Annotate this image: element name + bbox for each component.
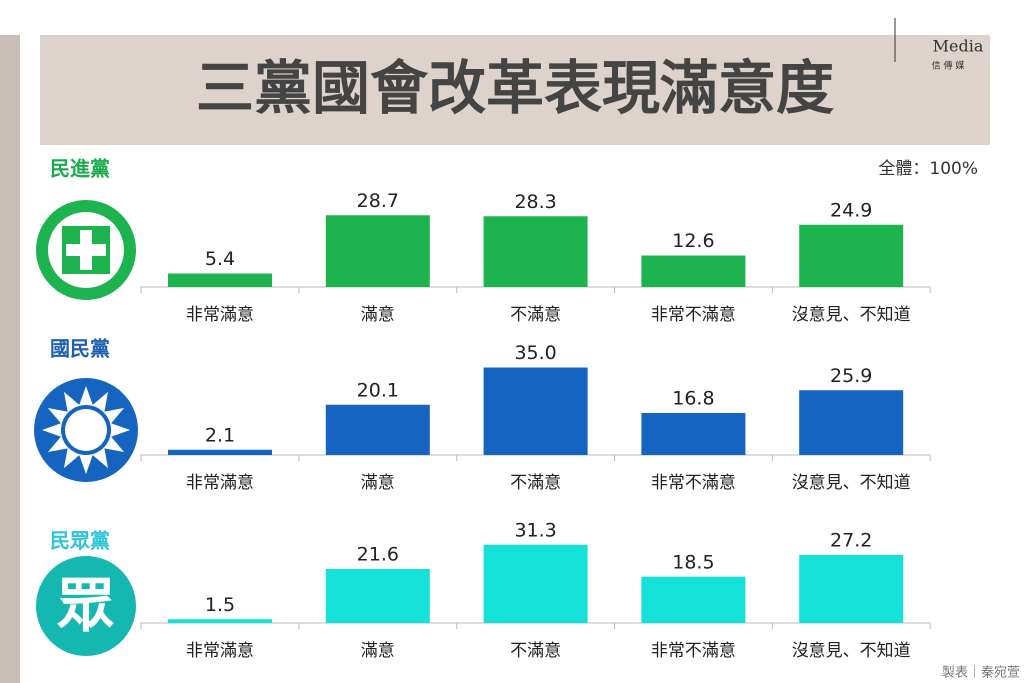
tpp-emblem: 眾 (36, 556, 136, 656)
bar (168, 449, 272, 455)
x-tick-label: 不滿意 (510, 473, 561, 493)
x-tick-label: 非常不滿意 (651, 473, 736, 493)
kmt-emblem (34, 378, 138, 482)
x-tick-label: 滿意 (361, 305, 395, 325)
x-tick-label: 沒意見、不知道 (792, 473, 911, 493)
x-tick-label: 非常不滿意 (651, 305, 736, 325)
kmt-core (65, 409, 107, 451)
value-label: 25.9 (830, 365, 872, 387)
bar (325, 404, 430, 455)
bar (799, 555, 904, 623)
chart-title: 國民黨 (50, 337, 110, 361)
bar (325, 569, 430, 623)
bar (799, 224, 904, 287)
dpp-emblem (36, 200, 136, 300)
tpp-logo-text: 眾 (57, 571, 115, 639)
value-label: 2.1 (205, 424, 235, 446)
title: 三黨國會改革表現滿意度 (196, 54, 834, 122)
bar (641, 576, 746, 623)
value-label: 31.3 (514, 519, 556, 541)
logo-name: Media (933, 37, 984, 56)
bar (483, 216, 588, 287)
value-label: 27.2 (830, 530, 872, 552)
x-tick-label: 滿意 (361, 473, 395, 493)
x-tick-label: 非常滿意 (186, 641, 254, 661)
value-label: 12.6 (672, 230, 714, 252)
x-tick-label: 非常滿意 (186, 305, 254, 325)
bar (168, 273, 272, 287)
chart-title: 民進黨 (50, 157, 110, 181)
value-label: 18.5 (672, 551, 714, 573)
credit: 製表｜秦宛萱 (942, 666, 1020, 681)
chart-title: 民眾黨 (50, 529, 110, 553)
x-tick-label: 沒意見、不知道 (792, 641, 911, 661)
bar (325, 215, 430, 287)
value-label: 28.7 (357, 190, 399, 212)
x-tick-label: 非常滿意 (186, 473, 254, 493)
value-label: 28.3 (514, 191, 556, 213)
bar (483, 544, 588, 623)
note: 全體：100% (878, 159, 978, 179)
x-tick-label: 不滿意 (510, 641, 561, 661)
value-label: 20.1 (357, 379, 399, 401)
bar (641, 413, 746, 455)
bar (483, 367, 588, 455)
bar (168, 619, 272, 623)
value-label: 24.9 (830, 199, 872, 221)
value-label: 5.4 (205, 248, 235, 270)
x-tick-label: 非常不滿意 (651, 641, 736, 661)
title-band (40, 35, 990, 145)
bar (641, 255, 746, 287)
value-label: 21.6 (357, 544, 399, 566)
x-tick-label: 沒意見、不知道 (792, 305, 911, 325)
value-label: 1.5 (205, 594, 235, 616)
side-bar (0, 35, 20, 683)
x-tick-label: 滿意 (361, 641, 395, 661)
logo-subtitle: 信 傳 媒 (932, 60, 965, 72)
bar (799, 390, 904, 455)
x-tick-label: 不滿意 (510, 305, 561, 325)
value-label: 35.0 (514, 342, 556, 364)
value-label: 16.8 (672, 388, 714, 410)
